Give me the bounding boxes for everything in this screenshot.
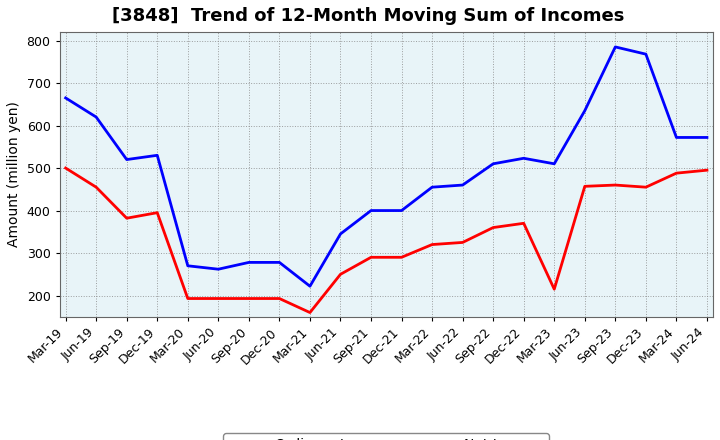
Net Income (550, 286, 559, 292)
Net Income (305, 310, 314, 315)
Net Income (642, 184, 650, 190)
Ordinary Income (305, 283, 314, 289)
Net Income (275, 296, 284, 301)
Ordinary Income (428, 184, 436, 190)
Ordinary Income (397, 208, 406, 213)
Ordinary Income (122, 157, 131, 162)
Net Income (489, 225, 498, 230)
Ordinary Income (642, 51, 650, 57)
Net Income (459, 240, 467, 245)
Line: Net Income: Net Income (66, 168, 707, 312)
Line: Ordinary Income: Ordinary Income (66, 47, 707, 286)
Net Income (611, 183, 620, 188)
Net Income (122, 216, 131, 221)
Ordinary Income (336, 231, 345, 237)
Ordinary Income (489, 161, 498, 166)
Ordinary Income (703, 135, 711, 140)
Net Income (153, 210, 161, 215)
Ordinary Income (153, 153, 161, 158)
Net Income (214, 296, 222, 301)
Ordinary Income (245, 260, 253, 265)
Net Income (92, 184, 101, 190)
Net Income (672, 171, 680, 176)
Text: [3848]  Trend of 12-Month Moving Sum of Incomes: [3848] Trend of 12-Month Moving Sum of I… (112, 7, 624, 25)
Y-axis label: Amount (million yen): Amount (million yen) (7, 102, 21, 247)
Net Income (61, 165, 70, 171)
Ordinary Income (184, 263, 192, 268)
Ordinary Income (366, 208, 375, 213)
Net Income (703, 168, 711, 173)
Ordinary Income (92, 114, 101, 120)
Ordinary Income (611, 44, 620, 50)
Net Income (366, 255, 375, 260)
Legend: Ordinary Income, Net Income: Ordinary Income, Net Income (223, 433, 549, 440)
Ordinary Income (275, 260, 284, 265)
Net Income (336, 271, 345, 277)
Ordinary Income (61, 95, 70, 101)
Net Income (580, 183, 589, 189)
Ordinary Income (519, 156, 528, 161)
Net Income (519, 221, 528, 226)
Ordinary Income (580, 108, 589, 114)
Net Income (428, 242, 436, 247)
Net Income (245, 296, 253, 301)
Ordinary Income (550, 161, 559, 166)
Ordinary Income (459, 183, 467, 188)
Net Income (397, 255, 406, 260)
Net Income (184, 296, 192, 301)
Ordinary Income (672, 135, 680, 140)
Ordinary Income (214, 267, 222, 272)
